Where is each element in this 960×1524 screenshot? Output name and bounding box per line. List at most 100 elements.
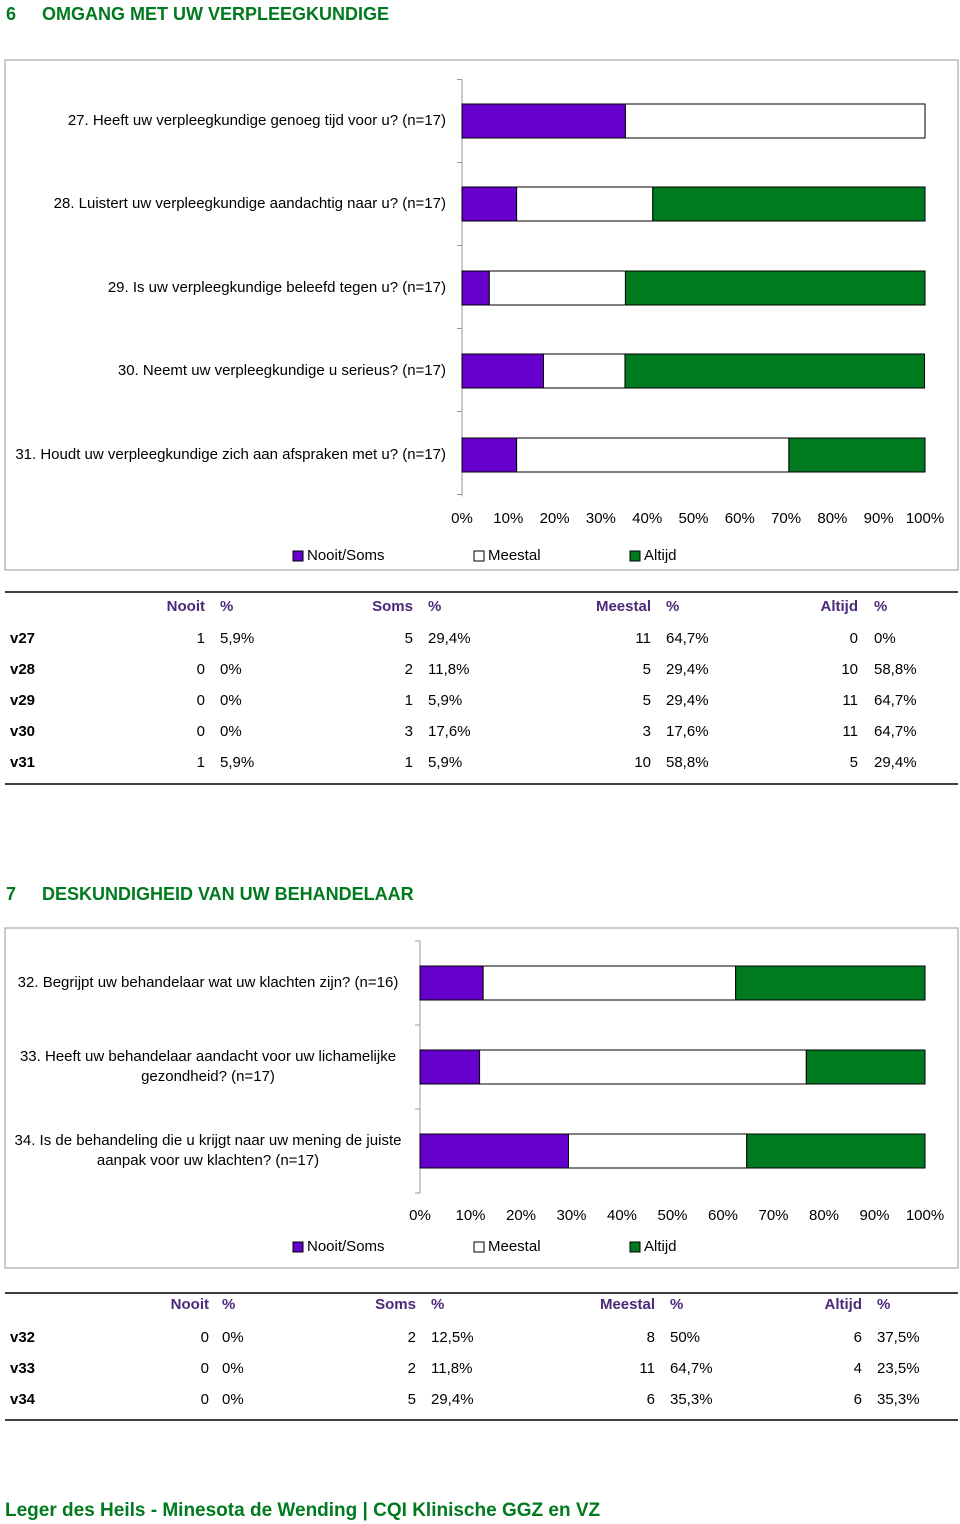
table-header: Soms (372, 598, 413, 615)
legend-label: Altijd (644, 1238, 677, 1255)
bar-segment (746, 1133, 926, 1169)
table-cell: 35,3% (670, 1391, 713, 1408)
table-cell: 4 (854, 1360, 862, 1377)
table-cell: 0% (222, 1329, 244, 1346)
category-label: 30. Neemt uw verpleegkundige u serieus? … (117, 362, 446, 379)
table-cell: 0 (201, 1329, 209, 1346)
x-tick-label: 50% (657, 1207, 687, 1224)
section-number: 6 (6, 4, 16, 24)
table-cell: 1 (197, 630, 205, 647)
category-label: 28. Luistert uw verpleegkundige aandacht… (53, 195, 446, 212)
table-cell: 5 (408, 1391, 416, 1408)
x-tick-label: 90% (859, 1207, 889, 1224)
row-label: v32 (10, 1329, 35, 1346)
table-cell: 64,7% (874, 723, 917, 740)
bar-segment (624, 103, 926, 139)
table-cell: 64,7% (666, 630, 709, 647)
table-cell: 11 (842, 723, 858, 740)
table-header: Altijd (825, 1296, 863, 1313)
x-tick-label: 80% (817, 510, 847, 527)
legend-swatch (473, 550, 485, 562)
table-header: % (874, 598, 887, 615)
bar-segment (788, 437, 926, 473)
table-header: Altijd (821, 598, 859, 615)
category-label: 33. Heeft uw behandelaar aandacht voor u… (19, 1048, 397, 1085)
x-tick-label: 40% (607, 1207, 637, 1224)
table-cell: 11 (635, 630, 651, 647)
table-cell: 0% (220, 661, 242, 678)
section-number: 7 (6, 884, 16, 904)
table-cell: 5 (850, 754, 858, 771)
table-cell: 5,9% (220, 754, 254, 771)
x-tick-label: 100% (906, 1207, 944, 1224)
table-cell: 0 (850, 630, 858, 647)
bar-segment (419, 1049, 481, 1085)
x-tick-label: 70% (771, 510, 801, 527)
table-cell: 5 (643, 692, 651, 709)
table-cell: 0% (220, 723, 242, 740)
section-title: DESKUNDIGHEID VAN UW BEHANDELAAR (42, 884, 414, 904)
legend-swatch (629, 550, 641, 562)
table-header: % (877, 1296, 890, 1313)
table-cell: 11,8% (428, 661, 469, 678)
table-cell: 2 (408, 1329, 416, 1346)
table-cell: 64,7% (874, 692, 917, 709)
bar-segment (482, 965, 737, 1001)
table-cell: 3 (643, 723, 651, 740)
table-header: % (428, 598, 441, 615)
section-title: OMGANG MET UW VERPLEEGKUNDIGE (42, 4, 389, 24)
table-cell: 6 (647, 1391, 655, 1408)
table-cell: 0% (222, 1391, 244, 1408)
bar-segment (516, 437, 790, 473)
legend-label: Altijd (644, 547, 677, 564)
table-cell: 1 (405, 754, 413, 771)
table-cell: 3 (405, 723, 413, 740)
x-tick-label: 40% (632, 510, 662, 527)
table-cell: 29,4% (666, 661, 709, 678)
legend-label: Nooit/Soms (307, 1238, 385, 1255)
footer: Leger des Heils - Minesota de Wending | … (5, 1500, 601, 1521)
category-label: 34. Is de behandeling die u krijgt naar … (14, 1132, 402, 1169)
bar-segment (516, 186, 654, 222)
x-tick-label: 0% (451, 510, 473, 527)
table-header: % (222, 1296, 235, 1313)
table-cell: 10 (634, 754, 651, 771)
table-cell: 0% (874, 630, 896, 647)
bar-segment (735, 965, 926, 1001)
table-header: % (670, 1296, 683, 1313)
legend-swatch (629, 1241, 641, 1253)
x-tick-label: 10% (455, 1207, 485, 1224)
table-header: % (220, 598, 233, 615)
bar-segment (652, 186, 926, 222)
table-header: Nooit (171, 1296, 209, 1313)
legend-swatch (292, 550, 304, 562)
table-cell: 23,5% (877, 1360, 920, 1377)
table-cell: 35,3% (877, 1391, 920, 1408)
table-cell: 0 (201, 1360, 209, 1377)
bar-segment (488, 270, 626, 306)
x-tick-label: 20% (540, 510, 570, 527)
table-cell: 58,8% (874, 661, 917, 678)
bar-segment (567, 1133, 748, 1169)
bar-segment (479, 1049, 807, 1085)
table-cell: 0% (222, 1360, 244, 1377)
table-cell: 8 (647, 1329, 655, 1346)
table-header: Meestal (596, 598, 651, 615)
x-tick-label: 60% (708, 1207, 738, 1224)
bar-segment (805, 1049, 926, 1085)
bar-segment (419, 1133, 569, 1169)
bar-segment (461, 353, 544, 389)
row-label: v30 (10, 723, 35, 740)
row-label: v27 (10, 630, 35, 647)
table-cell: 5 (405, 630, 413, 647)
table-cell: 2 (405, 661, 413, 678)
x-tick-label: 80% (809, 1207, 839, 1224)
table-cell: 0 (197, 723, 205, 740)
table-cell: 0 (201, 1391, 209, 1408)
x-tick-label: 20% (506, 1207, 536, 1224)
bar-segment (419, 965, 484, 1001)
table-cell: 5,9% (428, 754, 462, 771)
table-header: Soms (375, 1296, 416, 1313)
table-cell: 11 (842, 692, 858, 709)
